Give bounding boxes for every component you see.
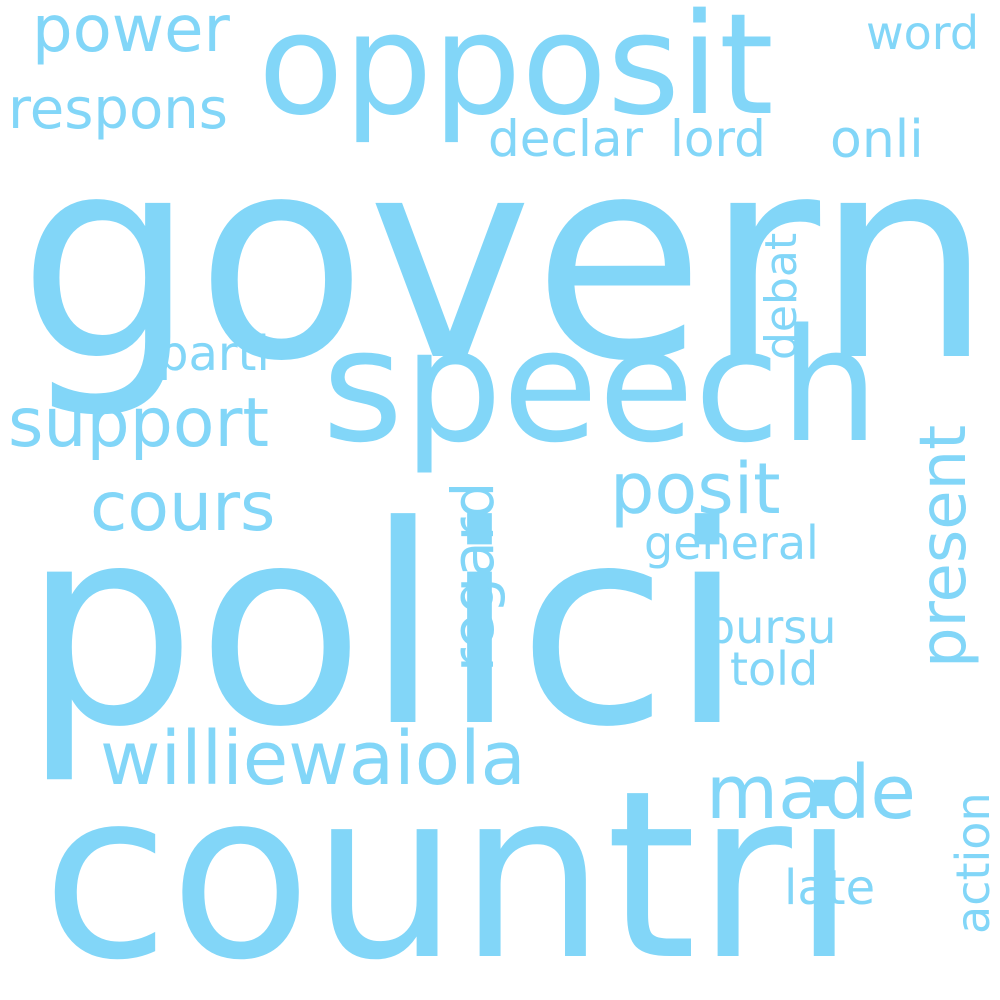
word-opposit: opposit — [258, 0, 774, 147]
word-respons: respons — [8, 77, 228, 142]
word-support: support — [8, 384, 270, 463]
word-polici: polici — [22, 467, 746, 787]
word-general: general — [644, 516, 819, 570]
word-lord: lord — [670, 110, 766, 168]
word-debat: debat — [756, 232, 807, 360]
word-posit: posit — [610, 448, 781, 530]
word-late: late — [784, 860, 876, 916]
word-told: told — [730, 642, 819, 696]
word-declar: declar — [488, 110, 644, 168]
word-action: action — [946, 792, 1000, 934]
word-speech: speech — [322, 295, 879, 477]
word-pursu: pursu — [706, 600, 837, 654]
word-word: word — [866, 6, 980, 60]
word-countri: countri — [42, 741, 857, 1000]
word-regard: regard — [439, 481, 507, 672]
word-made: made — [706, 750, 916, 836]
word-williewaiola: williewaiola — [100, 716, 526, 802]
word-onli: onli — [830, 110, 924, 170]
word-power: power — [32, 0, 230, 67]
word-parti: parti — [158, 326, 270, 382]
word-govern: govern — [18, 97, 993, 423]
word-present: present — [907, 424, 981, 668]
word-cours: cours — [90, 468, 276, 547]
